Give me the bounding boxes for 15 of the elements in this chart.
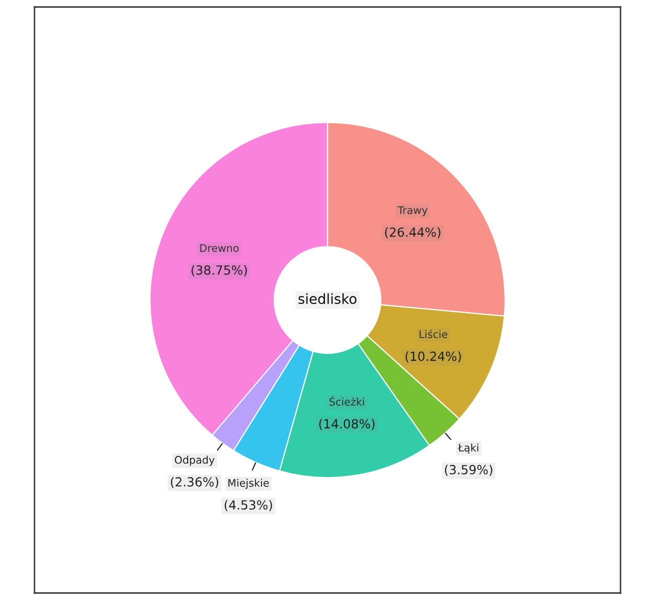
data-label: (38.75%) [192, 265, 247, 276]
slice-label: Łąki [458, 444, 478, 454]
data-label: (4.53%) [224, 500, 272, 512]
slice-label: Trawy [398, 206, 428, 216]
data-label: (14.08%) [319, 418, 375, 430]
slice-label: Drewno [200, 244, 239, 252]
text: siedlisko [298, 293, 356, 304]
slice-label: Odpady [174, 456, 215, 466]
data-label: (3.59%) [444, 464, 492, 476]
data-label: (10.24%) [406, 351, 461, 362]
slice-label: Liście [420, 330, 448, 338]
data-label: (26.44%) [385, 227, 440, 238]
slice-label: Miejskie [228, 478, 269, 489]
data-label: (2.36%) [170, 476, 218, 488]
slice-label: Ścieżki [330, 396, 364, 406]
